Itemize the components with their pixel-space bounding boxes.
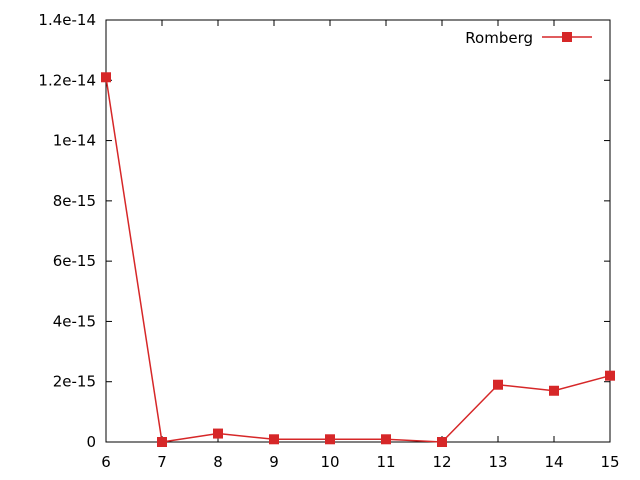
x-tick-label: 11 xyxy=(376,453,395,471)
x-tick-label: 13 xyxy=(488,453,507,471)
x-axis-ticks: 6 7 8 9 10 11 12 13 14 15 xyxy=(101,20,620,471)
y-tick-label: 4e-15 xyxy=(53,312,96,330)
plot-frame xyxy=(105,19,611,443)
y-tick-label: 6e-15 xyxy=(53,252,96,270)
x-tick-label: 10 xyxy=(320,453,339,471)
data-point xyxy=(325,434,335,445)
series-line xyxy=(105,77,611,443)
y-tick-label: 8e-15 xyxy=(53,192,96,210)
x-tick-label: 12 xyxy=(432,453,451,471)
legend-marker xyxy=(562,32,572,42)
data-point xyxy=(101,72,111,83)
x-tick-label: 8 xyxy=(213,453,223,471)
data-point xyxy=(213,428,223,439)
x-tick-label: 15 xyxy=(600,453,619,471)
data-point xyxy=(381,434,391,445)
legend-label: Romberg xyxy=(465,29,533,47)
y-tick-label: 1e-14 xyxy=(53,132,96,150)
data-point xyxy=(157,437,167,447)
x-tick-label: 7 xyxy=(157,453,167,471)
y-tick-label: 1.2e-14 xyxy=(38,71,96,89)
y-tick-label: 2e-15 xyxy=(53,373,96,391)
data-point xyxy=(605,370,615,381)
legend: Romberg xyxy=(465,29,592,47)
x-tick-label: 6 xyxy=(101,453,111,471)
data-point xyxy=(493,379,503,390)
x-tick-label: 9 xyxy=(269,453,279,471)
y-axis-ticks: 0 2e-15 4e-15 6e-15 8e-15 1e-14 1.2e-14 1.4e-14 xyxy=(38,11,610,451)
y-tick-label: 1.4e-14 xyxy=(38,11,96,29)
data-point xyxy=(549,385,559,396)
y-tick-label: 0 xyxy=(86,433,96,451)
data-point xyxy=(269,434,279,445)
data-point xyxy=(437,437,447,447)
series-layer xyxy=(101,72,615,447)
axes xyxy=(105,19,611,443)
x-tick-label: 14 xyxy=(544,453,563,471)
